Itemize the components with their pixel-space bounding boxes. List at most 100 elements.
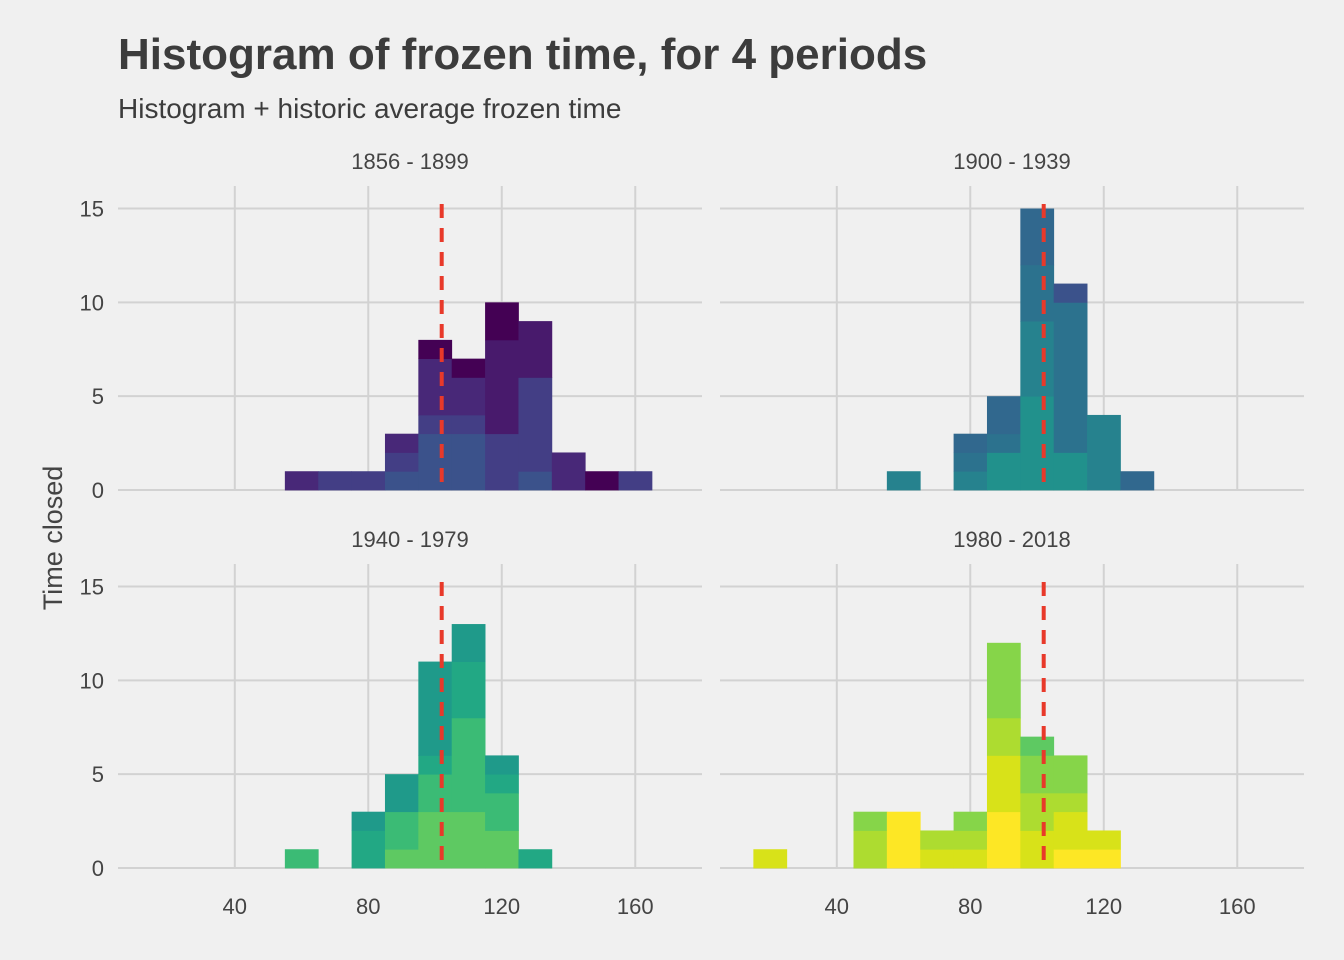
histogram-bar — [585, 471, 619, 491]
histogram-bar — [986, 433, 1021, 453]
histogram-bar — [1020, 264, 1055, 322]
histogram-bar — [518, 321, 553, 378]
histogram-bar — [318, 471, 352, 491]
histogram-bar — [384, 849, 419, 869]
y-tick-label: 10 — [80, 668, 104, 693]
histogram-bar — [920, 849, 954, 869]
histogram-bar — [1087, 414, 1121, 491]
histogram-bar — [1020, 321, 1055, 397]
histogram-bar — [986, 452, 1021, 491]
histogram-bar — [384, 471, 419, 491]
histogram-bar — [485, 755, 519, 775]
histogram-bar — [753, 849, 788, 869]
histogram-bar — [384, 774, 419, 813]
histogram-bar — [551, 452, 586, 491]
chart-subtitle: Histogram + historic average frozen time — [118, 93, 622, 124]
histogram-bar — [418, 774, 453, 813]
histogram-bar — [451, 624, 486, 662]
histogram-bar — [351, 811, 386, 831]
x-tick-label: 80 — [958, 894, 982, 919]
histogram-bar — [451, 414, 486, 435]
histogram-bar — [418, 414, 453, 435]
x-tick-label: 160 — [1219, 894, 1256, 919]
histogram-bar — [853, 811, 888, 831]
histogram-bar — [920, 830, 954, 850]
histogram-bar — [1053, 452, 1088, 491]
histogram-bar — [1053, 849, 1088, 869]
histogram-bar — [418, 433, 453, 491]
histogram-bar — [886, 811, 921, 869]
histogram-bar — [986, 755, 1021, 813]
histogram-bar — [485, 433, 519, 491]
histogram-bar — [1053, 283, 1088, 303]
x-tick-label: 40 — [825, 894, 849, 919]
histogram-bar — [451, 358, 486, 378]
histogram-bar — [953, 849, 988, 869]
histogram-bar — [518, 849, 553, 869]
histogram-bar — [418, 339, 453, 360]
histogram-bar — [451, 661, 486, 719]
histogram-bar — [384, 811, 419, 850]
histogram-bar — [1120, 471, 1155, 491]
histogram-bar — [1020, 755, 1055, 794]
x-tick-label: 40 — [223, 894, 247, 919]
histogram-bar — [485, 774, 519, 794]
histogram-bar — [986, 396, 1021, 435]
histogram-bar — [886, 471, 921, 491]
y-tick-label: 5 — [92, 762, 104, 787]
y-tick-label: 10 — [80, 290, 104, 315]
y-tick-label: 15 — [80, 575, 104, 600]
histogram-bar — [284, 471, 319, 491]
histogram-bar — [351, 471, 386, 491]
histogram-bar — [418, 661, 453, 756]
x-tick-label: 120 — [1085, 894, 1122, 919]
y-axis-label: Time closed — [38, 466, 68, 611]
histogram-bar — [1053, 811, 1088, 850]
histogram-bar — [986, 717, 1021, 756]
histogram-bar — [953, 471, 988, 491]
histogram-bar — [953, 433, 988, 453]
panel-label: 1940 - 1979 — [351, 527, 468, 552]
histogram-bar — [284, 849, 319, 869]
panel-label: 1900 - 1939 — [953, 149, 1070, 174]
histogram-bar — [485, 339, 519, 435]
histogram-bar — [384, 433, 419, 453]
histogram-bar — [986, 642, 1021, 719]
histogram-bar — [485, 830, 519, 869]
x-tick-label: 120 — [483, 894, 520, 919]
panel-label: 1856 - 1899 — [351, 149, 468, 174]
chart-title: Histogram of frozen time, for 4 periods — [118, 30, 928, 79]
histogram-bar — [1087, 849, 1121, 869]
x-tick-label: 160 — [617, 894, 654, 919]
histogram-bar — [1020, 208, 1055, 266]
histogram-bar — [1020, 830, 1055, 869]
histogram-bar — [1087, 830, 1121, 850]
histogram-bar — [384, 452, 419, 472]
histogram-bar — [1020, 736, 1055, 756]
histogram-bar — [518, 471, 553, 491]
histogram-bar — [418, 811, 453, 869]
histogram-bar — [451, 717, 486, 813]
histogram-bar — [518, 377, 553, 472]
histogram-bar — [451, 433, 486, 491]
histogram-bar — [1053, 792, 1088, 813]
histogram-bar — [618, 471, 653, 491]
histogram-bar — [1020, 396, 1055, 491]
histogram-bar — [1020, 792, 1055, 831]
histogram-bar — [853, 830, 888, 869]
panel-label: 1980 - 2018 — [953, 527, 1070, 552]
y-tick-label: 5 — [92, 384, 104, 409]
histogram-bar — [418, 358, 453, 416]
histogram-bar — [953, 830, 988, 850]
histogram-bar — [485, 792, 519, 831]
histogram-bar — [451, 377, 486, 416]
histogram-bar — [351, 830, 386, 869]
histogram-bar — [953, 452, 988, 472]
y-tick-label: 0 — [92, 856, 104, 881]
y-tick-label: 15 — [80, 197, 104, 222]
panel-1940-1979: 1940 - 1979 0 5 10 15 40 80 120 160 — [80, 527, 702, 919]
histogram-bar — [1053, 302, 1088, 453]
histogram-bar — [485, 302, 519, 341]
panel-1856-1899: 1856 - 1899 0 5 10 15 — [80, 149, 702, 503]
